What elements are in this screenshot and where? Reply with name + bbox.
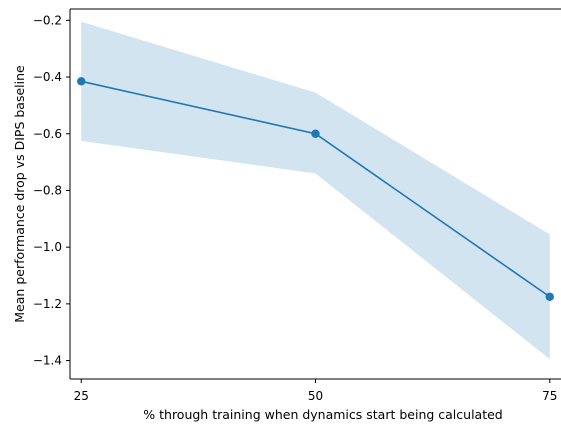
y-tick-label: −0.2 (33, 13, 62, 27)
y-tick-label: −1.4 (33, 354, 62, 368)
x-tick-label: 25 (74, 389, 89, 403)
y-tick-label: −0.6 (33, 127, 62, 141)
confidence-band (81, 21, 550, 360)
series-points (77, 77, 554, 301)
data-point (311, 129, 320, 138)
x-axis-ticks: 25 50 75 (74, 379, 557, 403)
y-axis-label: Mean performance drop vs DIPS baseline (12, 65, 27, 323)
data-point (545, 292, 554, 301)
data-point (77, 77, 86, 86)
x-tick-label: 50 (308, 389, 323, 403)
x-axis-label: % through training when dynamics start b… (143, 407, 502, 422)
y-axis-ticks: −1.4 −1.2 −1.0 −0.8 −0.6 −0.4 −0.2 (33, 13, 70, 368)
y-tick-label: −0.8 (33, 183, 62, 197)
y-tick-label: −0.4 (33, 70, 62, 84)
y-tick-label: −1.0 (33, 240, 62, 254)
x-tick-label: 75 (542, 389, 557, 403)
y-tick-label: −1.2 (33, 297, 62, 311)
